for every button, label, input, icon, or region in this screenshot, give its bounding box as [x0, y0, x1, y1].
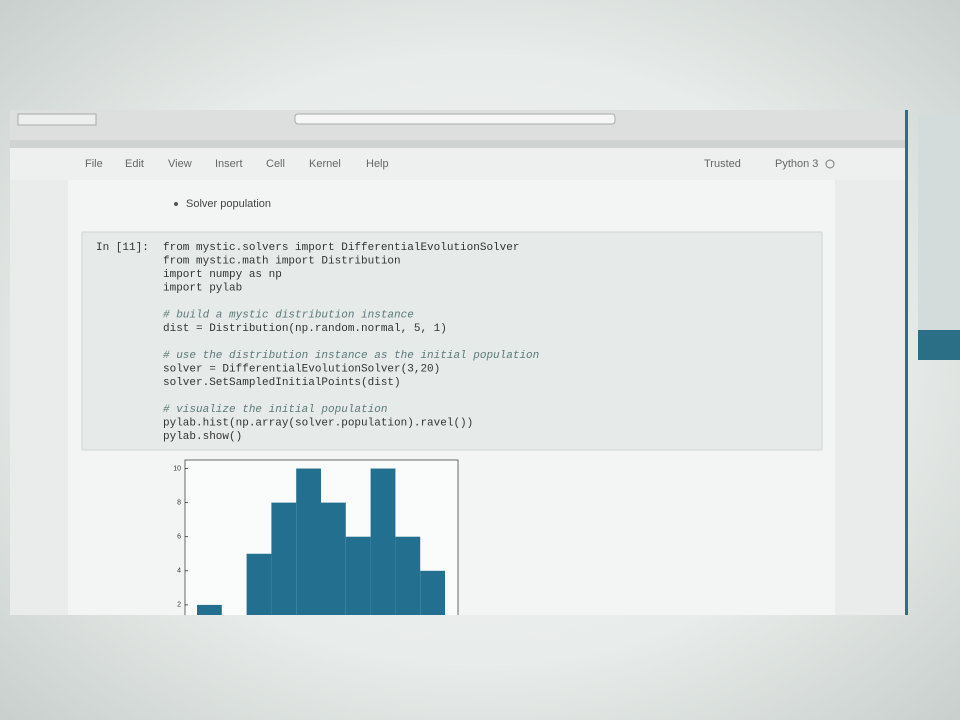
- code-line: import pylab: [163, 282, 242, 294]
- code-line: solver.SetSampledInitialPoints(dist): [163, 377, 401, 389]
- bar: [395, 536, 421, 615]
- bar: [345, 536, 371, 615]
- window-edge: [905, 110, 908, 615]
- code-line: import numpy as np: [163, 269, 282, 281]
- code-comment: # visualize the initial population: [163, 404, 387, 416]
- code-comment: # build a mystic distribution instance: [163, 309, 414, 321]
- kernel-status: [825, 159, 835, 169]
- input-prompt: In [11]:: [96, 242, 149, 254]
- code-line: dist = Distribution(np.random.normal, 5,…: [163, 323, 447, 335]
- menu-item[interactable]: Help: [366, 158, 389, 170]
- y-tick-label: 2: [177, 602, 181, 609]
- y-tick-label: 10: [173, 465, 181, 472]
- menu-item[interactable]: File: [85, 158, 103, 170]
- trusted-indicator[interactable]: Trusted: [704, 158, 741, 170]
- code-line: pylab.hist(np.array(solver.population).r…: [163, 417, 473, 429]
- bar: [246, 553, 272, 615]
- output-plot: 2 4 6 8 10: [173, 459, 459, 615]
- markdown-text: Solver population: [186, 198, 271, 210]
- code-line: pylab.show(): [163, 431, 242, 443]
- bullet: [174, 202, 178, 206]
- code-line: from mystic.math import Distribution: [163, 255, 401, 267]
- menu-item[interactable]: View: [168, 158, 192, 170]
- y-tick-label: 4: [177, 568, 181, 575]
- kernel-name[interactable]: Python 3: [775, 158, 818, 170]
- bar: [296, 468, 321, 615]
- menu-item[interactable]: Edit: [125, 158, 144, 170]
- bar: [370, 468, 396, 615]
- code-cell-input: [81, 231, 823, 451]
- bar: [271, 502, 297, 615]
- menubar: [10, 148, 905, 180]
- bar: [321, 502, 346, 615]
- bar: [420, 570, 445, 615]
- y-tick-label: 8: [177, 499, 181, 506]
- menu-item[interactable]: Kernel: [309, 158, 341, 170]
- tab-strip: [10, 140, 905, 148]
- side-window-bar: [918, 330, 960, 360]
- code-line: from mystic.solvers import DifferentialE…: [163, 242, 519, 254]
- code-line: solver = DifferentialEvolutionSolver(3,2…: [163, 363, 440, 375]
- menu-item[interactable]: Cell: [266, 158, 285, 170]
- code-comment: # use the distribution instance as the i…: [163, 350, 539, 362]
- y-tick-label: 6: [177, 534, 181, 541]
- address-bar[interactable]: [294, 113, 616, 125]
- menu-item[interactable]: Insert: [215, 158, 243, 170]
- side-window: [918, 115, 960, 360]
- nav-buttons[interactable]: [17, 113, 97, 126]
- bar: [197, 604, 222, 615]
